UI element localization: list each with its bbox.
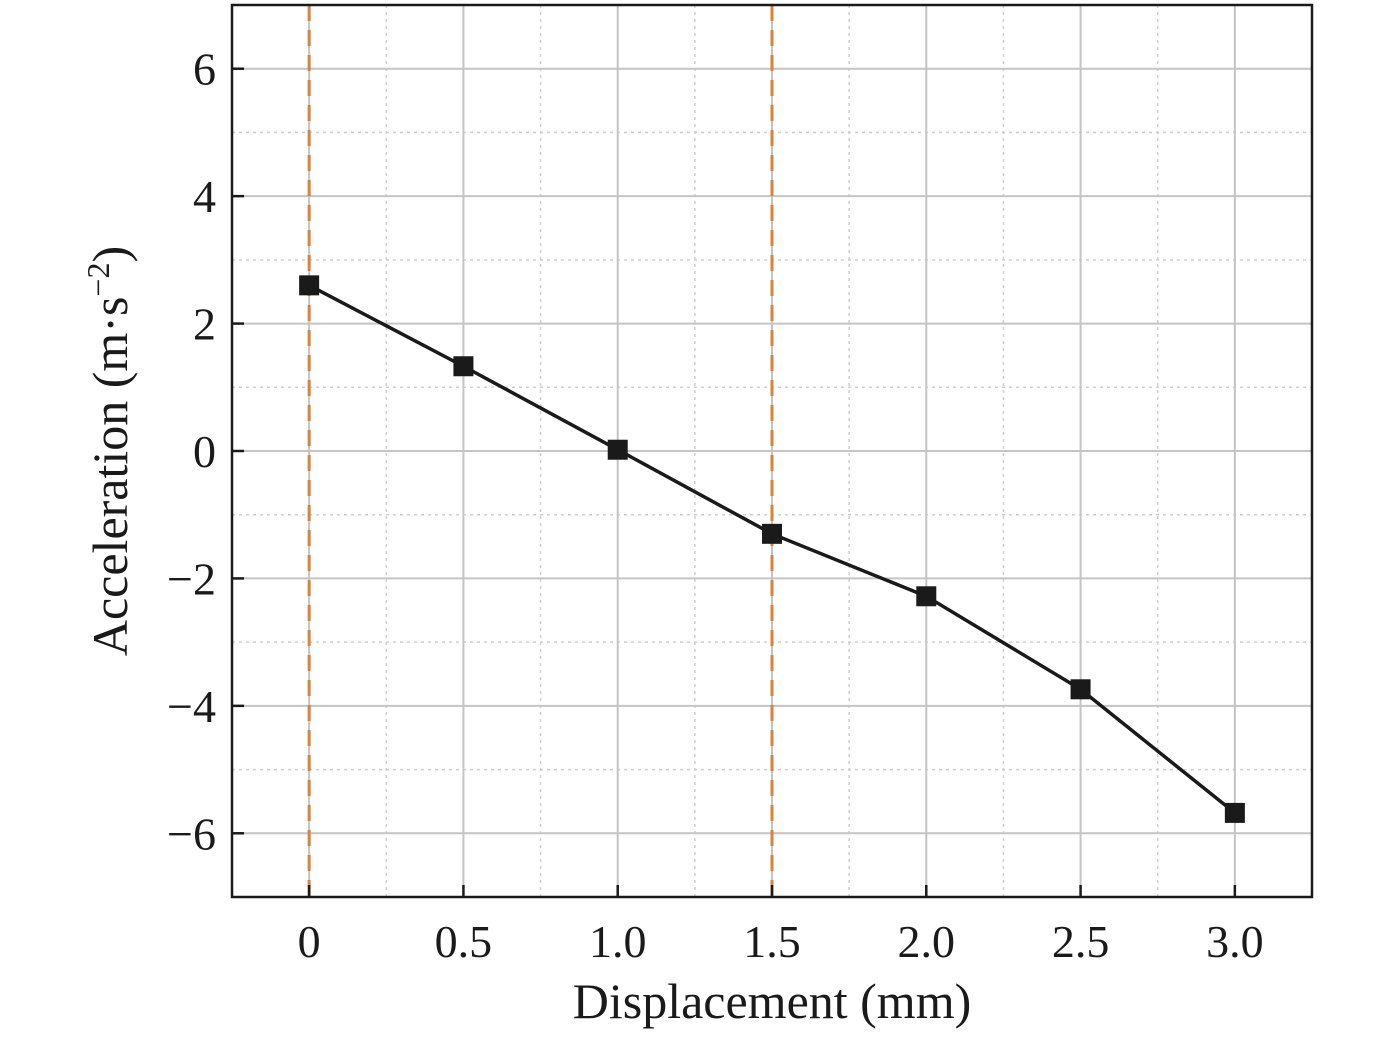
data-point-marker <box>299 275 320 296</box>
y-tick-label: 6 <box>193 44 216 95</box>
data-point-marker <box>453 356 474 377</box>
y-axis-title-main: Acceleration (m·s <box>82 297 138 657</box>
y-tick-label: −2 <box>167 553 216 604</box>
y-tick-label: 4 <box>193 171 216 222</box>
y-tick-label: 0 <box>193 426 216 477</box>
y-tick-label: 2 <box>193 299 216 350</box>
x-tick-label: 1.0 <box>589 916 647 967</box>
y-axis-title-exponent: −2 <box>80 263 116 297</box>
x-tick-label: 3.0 <box>1206 916 1264 967</box>
data-point-marker <box>1070 679 1091 700</box>
x-axis-title: Displacement (mm) <box>573 973 972 1029</box>
data-point-marker <box>762 523 782 544</box>
x-tick-label: 2.0 <box>898 916 956 967</box>
data-point-marker <box>916 586 937 607</box>
data-point-marker <box>607 439 628 460</box>
y-tick-label: −4 <box>167 681 216 732</box>
x-tick-label: 1.5 <box>743 916 801 967</box>
y-tick-labels: 6 4 2 0 −2 −4 −6 <box>167 44 216 860</box>
y-axis-title-close: ) <box>82 246 138 263</box>
data-point-marker <box>1224 802 1245 823</box>
x-tick-label: 0 <box>298 916 321 967</box>
y-tick-label: −6 <box>167 808 216 859</box>
y-axis-title: Acceleration (m·s−2) <box>80 246 138 656</box>
series-layer <box>299 275 1245 823</box>
x-tick-label: 2.5 <box>1052 916 1110 967</box>
x-tick-labels: 0 0.5 1.0 1.5 2.0 2.5 3.0 <box>298 916 1264 967</box>
axis-ticks <box>232 67 1237 897</box>
x-tick-label: 0.5 <box>435 916 493 967</box>
